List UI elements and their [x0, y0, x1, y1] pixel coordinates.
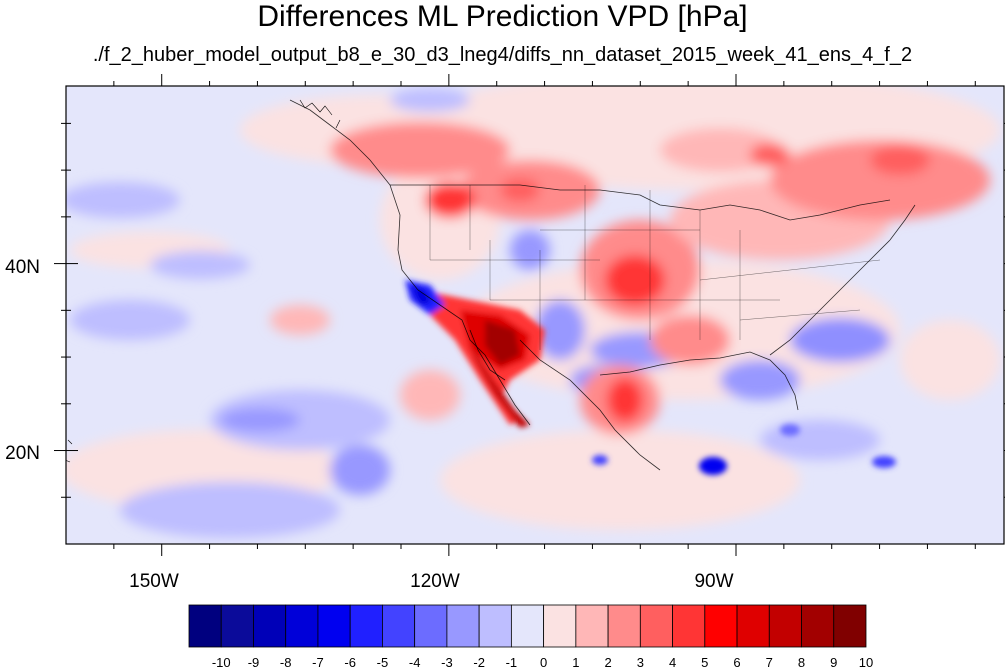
- colorbar-label: -3: [441, 655, 453, 670]
- colorbar-swatch: [317, 604, 351, 648]
- colorbar-label: -10: [211, 655, 231, 670]
- colorbar-swatch: [478, 604, 512, 648]
- vpd-field: [66, 86, 1004, 544]
- colorbar-label: 6: [733, 655, 741, 670]
- colorbar-label: -2: [473, 655, 485, 670]
- colorbar-swatch: [575, 604, 609, 648]
- colorbar: [188, 604, 867, 648]
- colorbar-label: -9: [247, 655, 260, 670]
- colorbar-swatch: [736, 604, 770, 648]
- colorbar-label: 0: [539, 655, 548, 670]
- colorbar-swatch: [510, 604, 545, 648]
- colorbar-label: 1: [572, 655, 580, 670]
- colorbar-swatch: [543, 604, 577, 648]
- colorbar-label: -4: [408, 655, 421, 670]
- colorbar-swatch: [382, 604, 416, 648]
- colorbar-label: 10: [858, 655, 874, 670]
- colorbar-label: -5: [376, 655, 389, 670]
- map-ticks: [54, 74, 1005, 556]
- colorbar-label: 9: [830, 655, 838, 670]
- map-subtitle: ./f_2_huber_model_output_b8_e_30_d3_lneg…: [92, 44, 913, 66]
- lon-label-90w: 90W: [694, 571, 734, 592]
- lat-label-20n: 20N: [5, 443, 40, 464]
- colorbar-swatch: [768, 604, 802, 648]
- colorbar-label: -1: [505, 655, 518, 670]
- colorbar-swatch: [607, 604, 641, 648]
- colorbar-swatch: [253, 604, 287, 648]
- colorbar-label: 7: [765, 655, 773, 670]
- colorbar-label: -8: [279, 655, 292, 670]
- colorbar-swatch: [349, 604, 383, 648]
- colorbar-swatch: [672, 604, 706, 648]
- colorbar-swatch: [220, 604, 254, 648]
- colorbar-label: 4: [668, 655, 677, 670]
- colorbar-label: 3: [636, 655, 644, 670]
- colorbar-label: -7: [312, 655, 324, 670]
- colorbar-label: 8: [797, 655, 806, 670]
- colorbar-swatch: [446, 604, 480, 648]
- map-frame: [65, 85, 1005, 545]
- colorbar-swatch: [285, 604, 319, 648]
- colorbar-swatch: [188, 604, 222, 648]
- colorbar-label: 2: [604, 655, 612, 670]
- colorbar-swatch: [639, 604, 673, 648]
- colorbar-label: -6: [344, 655, 356, 670]
- colorbar-swatch: [801, 604, 835, 648]
- lon-label-120w: 120W: [410, 571, 460, 592]
- colorbar-swatch: [833, 604, 867, 648]
- colorbar-label: 5: [701, 655, 709, 670]
- map-title: Differences ML Prediction VPD [hPa]: [257, 0, 748, 33]
- colorbar-swatch: [414, 604, 448, 648]
- lat-label-40n: 40N: [5, 257, 40, 278]
- lon-label-150w: 150W: [129, 571, 179, 592]
- colorbar-swatch: [704, 604, 738, 648]
